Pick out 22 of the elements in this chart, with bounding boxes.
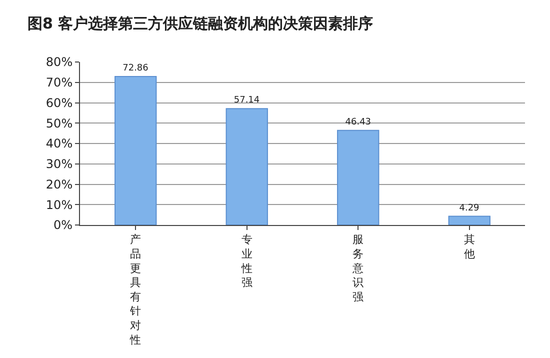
y-tick-label: 50% <box>46 116 73 130</box>
x-tick-label: 产品更具有针对性 <box>129 233 142 346</box>
y-tick-label: 20% <box>46 177 73 192</box>
bar <box>337 130 380 225</box>
y-tick-label: 30% <box>46 157 73 172</box>
bar <box>448 216 490 225</box>
y-tick-label: 70% <box>46 76 73 90</box>
bar <box>114 76 157 225</box>
chart-title: 图8 客户选择第三方供应链融资机构的决策因素排序 <box>28 14 374 32</box>
y-tick-label: 40% <box>46 136 73 151</box>
bar <box>226 108 268 225</box>
x-tick-label: 服务意识强 <box>352 233 364 304</box>
data-label: 72.86 <box>122 64 149 74</box>
y-tick-label: 10% <box>46 198 73 212</box>
data-label: 46.43 <box>345 117 372 128</box>
x-tick-label: 专业性强 <box>240 233 252 290</box>
y-tick-label: 80% <box>46 55 73 70</box>
x-tick-label: 其他 <box>464 233 475 260</box>
data-label: 57.14 <box>234 96 260 106</box>
y-tick-label: 0% <box>54 218 73 232</box>
data-label: 4.29 <box>459 203 480 214</box>
y-tick-label: 60% <box>46 96 73 110</box>
